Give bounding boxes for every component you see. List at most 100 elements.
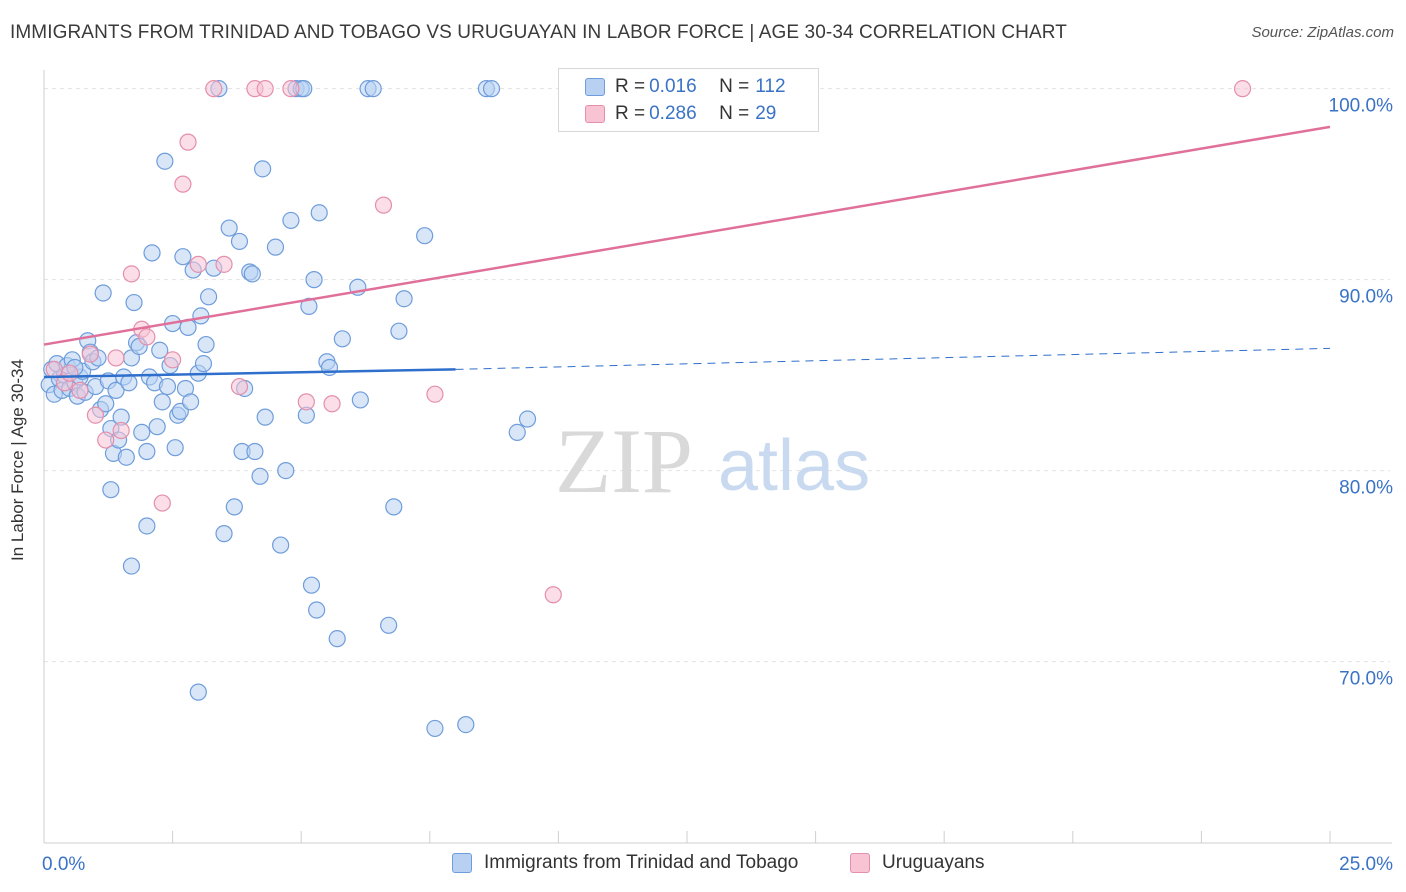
pink-point [323, 395, 341, 413]
blue-point [482, 80, 501, 98]
series-swatch-pink [850, 853, 870, 873]
axes [43, 70, 1392, 844]
pink-point [122, 265, 141, 283]
pink-point [61, 364, 79, 382]
blue-point [120, 374, 138, 392]
legend-swatch-pink [585, 105, 605, 123]
blue-point [254, 160, 272, 178]
data-points [40, 80, 1252, 738]
x-tick-label: 0.0% [42, 854, 85, 875]
pink-point [153, 494, 171, 512]
watermark: ZIP atlas [555, 410, 870, 512]
blue-point [302, 576, 321, 594]
blue-point [272, 536, 290, 554]
blue-point [457, 715, 475, 734]
series-legend-label: Uruguayans [882, 852, 985, 873]
blue-point [156, 152, 174, 170]
legend-r-label: R = [615, 76, 646, 97]
legend-r-value: 0.016 [649, 76, 697, 97]
blue-point [385, 498, 403, 516]
tick-labels: 100.0% 90.0% 80.0% 70.0% 0.0% 25.0% [42, 96, 1393, 875]
x-tick-label: 25.0% [1339, 854, 1393, 875]
pink-point [71, 381, 89, 399]
pink-point [1233, 80, 1252, 98]
blue-point [174, 248, 192, 266]
pink-point [45, 360, 63, 378]
blue-point [416, 227, 434, 245]
y-axis-label-wrap: In Labor Force | Age 30-34 [8, 359, 28, 561]
blue-point [380, 616, 398, 634]
pink-point [81, 345, 99, 363]
blue-point [182, 393, 200, 411]
y-tick-label: 70.0% [1339, 669, 1393, 690]
blue-point [225, 498, 243, 516]
stats-legend: R = 0.016 N = 112 R = 0.286 N = 29 [558, 68, 819, 132]
blue-point [166, 439, 184, 457]
blue-point [282, 211, 300, 230]
blue-point [426, 719, 444, 738]
blue-point [364, 80, 382, 98]
y-tick-label: 100.0% [1329, 96, 1394, 117]
blue-point [256, 408, 274, 426]
legend-n-value: 112 [755, 76, 786, 97]
watermark-atlas: atlas [718, 426, 870, 506]
blue-point [102, 481, 120, 499]
pink-point [426, 385, 444, 403]
blue-point [151, 341, 169, 359]
blue-point [138, 517, 156, 535]
series-legend-item-pink: Uruguayans [850, 852, 984, 874]
blue-point [328, 630, 346, 648]
blue-trend-extension [455, 347, 1331, 370]
pink-point [205, 80, 223, 98]
blue-point [197, 335, 215, 354]
pink-point [282, 80, 300, 98]
blue-point [310, 204, 328, 222]
series-swatch-blue [452, 853, 472, 873]
legend-row-pink: R = 0.286 N = 29 [585, 103, 776, 125]
pink-point [189, 255, 207, 273]
pink-point [544, 586, 562, 604]
blue-point [117, 448, 135, 466]
blue-point [194, 355, 213, 373]
pink-point [297, 393, 315, 411]
pink-point [174, 175, 192, 193]
source-note: Source: ZipAtlas.com [1251, 24, 1394, 41]
pink-point [374, 196, 393, 214]
y-tick-label: 80.0% [1339, 478, 1393, 499]
pink-point [97, 431, 115, 449]
trend-lines [43, 125, 1331, 379]
blue-trend-line [43, 368, 456, 379]
legend-r-label: R = [615, 103, 646, 124]
legend-swatch-blue [585, 78, 605, 96]
blue-point [143, 244, 161, 262]
blue-point [308, 601, 326, 619]
blue-point [220, 219, 238, 237]
blue-point [107, 381, 125, 399]
blue-point [133, 423, 151, 442]
blue-point [300, 297, 318, 315]
blue-point [230, 232, 249, 251]
grid [44, 88, 1390, 663]
pink-point [164, 351, 182, 369]
pink-trend-line [43, 125, 1331, 346]
blue-point [125, 293, 143, 312]
pink-point [230, 377, 249, 396]
blue-point [148, 418, 166, 436]
blue-point [518, 410, 537, 428]
legend-n-label: N = [719, 76, 750, 97]
blue-point [508, 423, 526, 442]
legend-n-value: 29 [755, 103, 777, 124]
legend-r-value: 0.286 [649, 103, 697, 124]
y-tick-label: 90.0% [1339, 287, 1393, 308]
pink-point [215, 255, 233, 273]
legend-row-blue: R = 0.016 N = 112 [585, 76, 786, 98]
series-legend-label: Immigrants from Trinidad and Tobago [484, 852, 799, 873]
pink-point [179, 133, 197, 151]
y-axis-label: In Labor Force | Age 30-34 [8, 359, 27, 561]
pink-point [256, 80, 274, 98]
blue-point [97, 395, 115, 413]
pink-point [107, 349, 125, 367]
blue-point [215, 525, 233, 543]
legend-n-label: N = [719, 103, 750, 124]
